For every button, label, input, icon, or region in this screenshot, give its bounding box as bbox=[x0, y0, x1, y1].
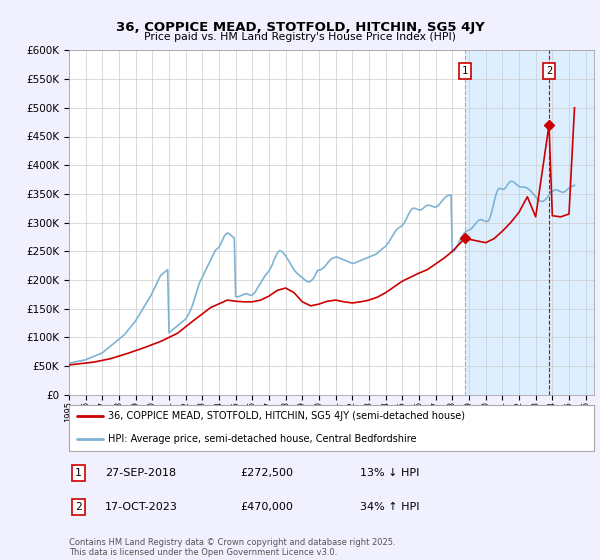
Text: 1: 1 bbox=[75, 468, 82, 478]
Text: 17-OCT-2023: 17-OCT-2023 bbox=[105, 502, 178, 512]
Text: 1: 1 bbox=[462, 66, 468, 76]
Text: 34% ↑ HPI: 34% ↑ HPI bbox=[360, 502, 419, 512]
Text: 2: 2 bbox=[546, 66, 552, 76]
Text: £470,000: £470,000 bbox=[240, 502, 293, 512]
Text: Price paid vs. HM Land Registry's House Price Index (HPI): Price paid vs. HM Land Registry's House … bbox=[144, 32, 456, 43]
Text: 27-SEP-2018: 27-SEP-2018 bbox=[105, 468, 176, 478]
Text: 36, COPPICE MEAD, STOTFOLD, HITCHIN, SG5 4JY (semi-detached house): 36, COPPICE MEAD, STOTFOLD, HITCHIN, SG5… bbox=[109, 412, 466, 421]
Text: 2: 2 bbox=[75, 502, 82, 512]
Text: 36, COPPICE MEAD, STOTFOLD, HITCHIN, SG5 4JY: 36, COPPICE MEAD, STOTFOLD, HITCHIN, SG5… bbox=[116, 21, 484, 34]
Text: HPI: Average price, semi-detached house, Central Bedfordshire: HPI: Average price, semi-detached house,… bbox=[109, 435, 417, 444]
Text: 13% ↓ HPI: 13% ↓ HPI bbox=[360, 468, 419, 478]
Text: £272,500: £272,500 bbox=[240, 468, 293, 478]
Bar bbox=[465, 50, 594, 395]
Text: Contains HM Land Registry data © Crown copyright and database right 2025.
This d: Contains HM Land Registry data © Crown c… bbox=[69, 538, 395, 557]
